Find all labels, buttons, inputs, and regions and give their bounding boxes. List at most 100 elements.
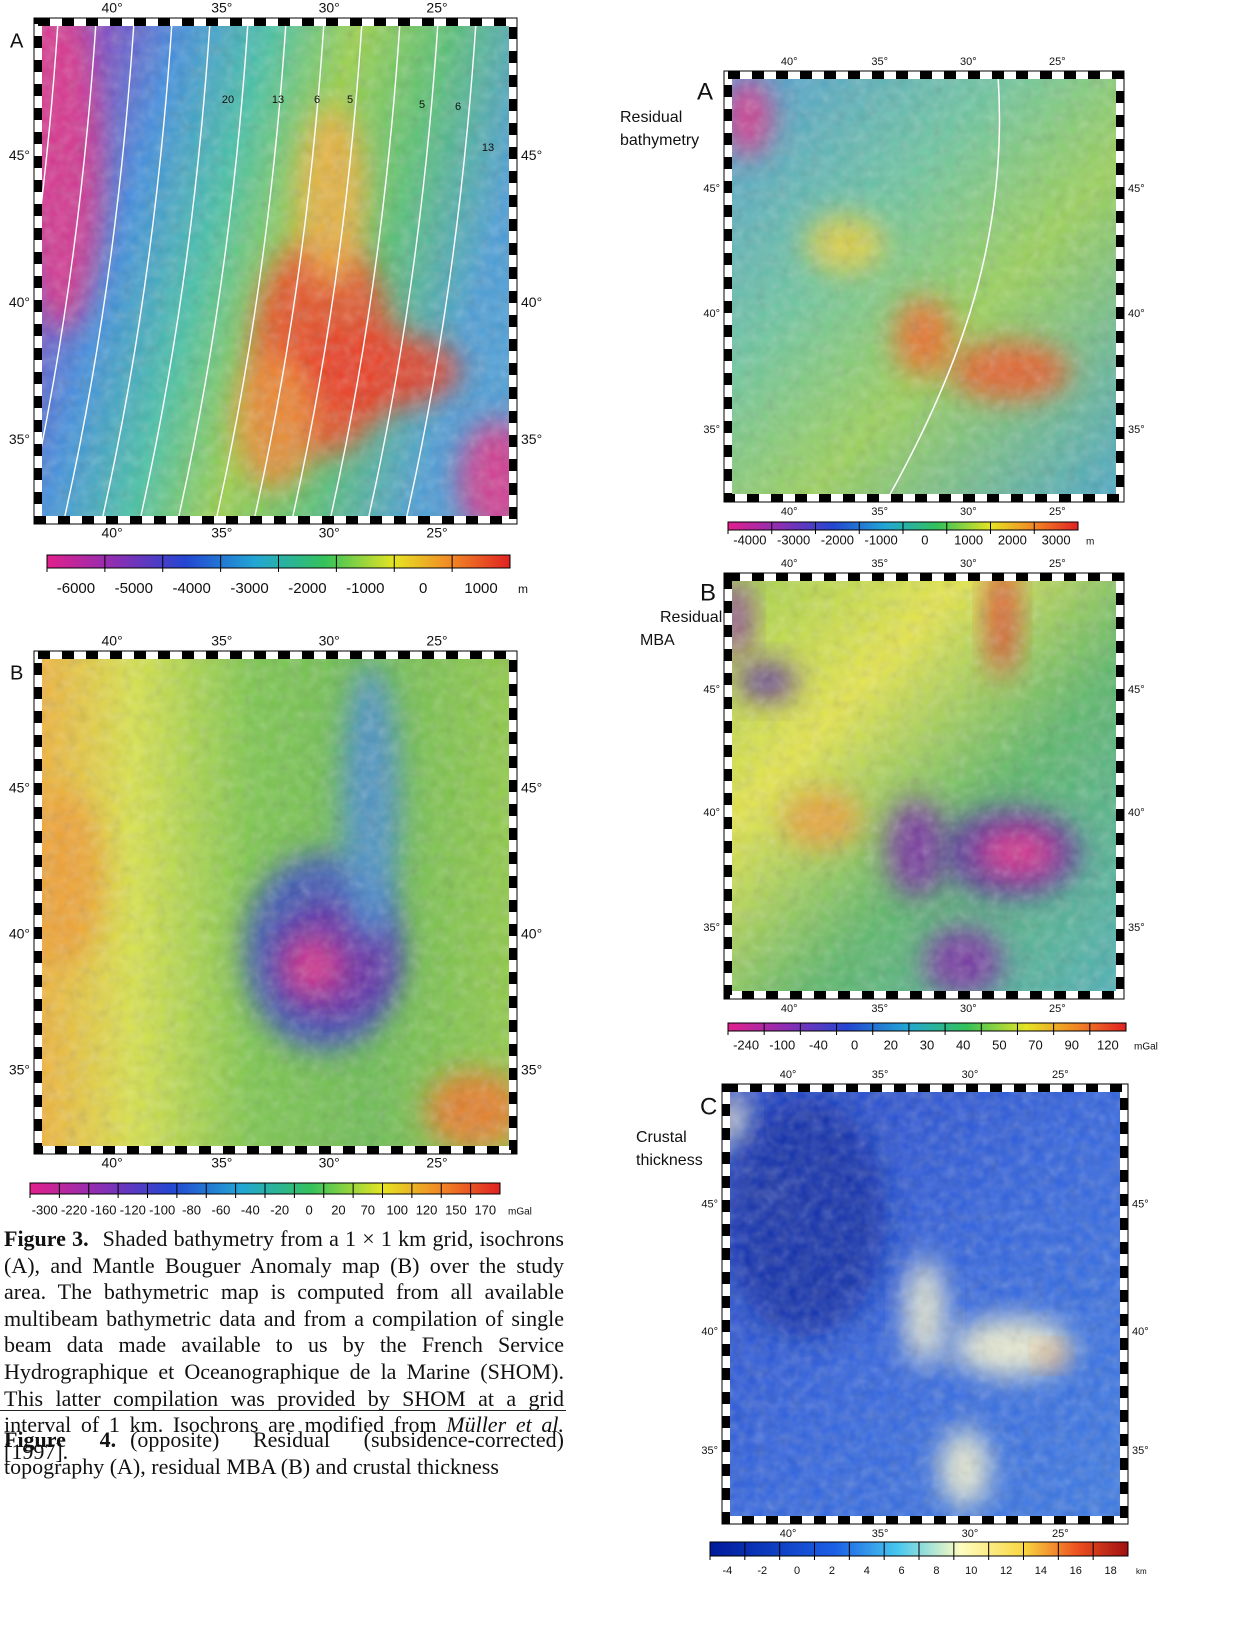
colorbar-label: 70	[1028, 1037, 1042, 1052]
lon-label: 30°	[960, 56, 977, 68]
lat-label: 35°	[703, 922, 720, 934]
lon-label: 30°	[962, 1069, 979, 1081]
lat-label: 40°	[9, 294, 30, 310]
lat-label: 35°	[9, 431, 30, 447]
colorbar-label: -2	[757, 1565, 767, 1577]
colorbar-label: -220	[61, 1202, 87, 1217]
map-border	[33, 650, 518, 1155]
colorbar-unit: m	[518, 582, 528, 596]
lat-label: 35°	[1128, 424, 1145, 436]
lat-label: 40°	[701, 1326, 718, 1338]
map-border	[721, 1083, 1129, 1525]
lat-label: 40°	[1132, 1326, 1149, 1338]
colorbar-label: -3000	[230, 580, 268, 597]
colorbar-label: 150	[445, 1202, 467, 1217]
lat-label: 40°	[1128, 807, 1145, 819]
colorbar-label: -1000	[346, 580, 384, 597]
lon-label: 35°	[211, 0, 232, 16]
isochron	[291, 22, 363, 520]
figure-3-caption: Figure 3. Shaded bathymetry from a 1 × 1 …	[4, 1226, 564, 1465]
lon-label: 25°	[426, 0, 447, 16]
colorbar-label: 120	[1097, 1037, 1119, 1052]
caption-text: (opposite) Residual (subsidence-correcte…	[4, 1427, 564, 1479]
panel-letter: A	[10, 30, 24, 52]
map-frame-ticks	[724, 573, 1124, 999]
colorbar-label: -40	[809, 1037, 828, 1052]
colorbar-unit: mGal	[508, 1207, 532, 1218]
relief-shading	[38, 22, 513, 520]
isochron-label: 5	[419, 99, 425, 111]
colorbar-label: 120	[416, 1202, 438, 1217]
lon-label: 35°	[871, 506, 888, 518]
lat-label: 35°	[701, 1445, 718, 1457]
lon-label: 25°	[426, 1155, 447, 1171]
lon-label: 25°	[1052, 1528, 1069, 1540]
lon-label: 30°	[960, 1003, 977, 1015]
lat-label: 40°	[9, 925, 30, 941]
lon-label: 30°	[319, 0, 340, 16]
lat-label: 35°	[1132, 1445, 1149, 1457]
lon-label: 35°	[871, 1003, 888, 1015]
colorbar-unit: km	[1136, 1567, 1147, 1576]
colorbar-label: -240	[733, 1037, 759, 1052]
lat-label: 45°	[521, 779, 542, 795]
relief-shading	[726, 1088, 1124, 1520]
lat-label: 40°	[703, 807, 720, 819]
colorbar-label: 90	[1064, 1037, 1078, 1052]
panel-title: Residual	[660, 609, 722, 626]
lon-label: 40°	[781, 1003, 798, 1015]
lon-label: 40°	[781, 558, 798, 570]
panel-title: Residual	[620, 109, 682, 126]
lat-label: 45°	[1128, 684, 1145, 696]
isochron-label: 20	[222, 94, 234, 106]
colorbar-label: 30	[920, 1037, 934, 1052]
caption-label: Figure 3.	[4, 1226, 89, 1251]
colorbar-label: 10	[965, 1565, 977, 1577]
lon-label: 35°	[211, 1155, 232, 1171]
figure-4-caption: Figure 4. (opposite) Residual (subsidence…	[4, 1427, 564, 1480]
lon-label: 40°	[102, 0, 123, 16]
panel-title: thickness	[636, 1152, 703, 1169]
colorbar-label: -4000	[733, 532, 766, 547]
relief-shading	[38, 655, 513, 1150]
colorbar-label: -100	[149, 1202, 175, 1217]
lon-label: 35°	[211, 525, 232, 541]
lat-label: 45°	[9, 779, 30, 795]
isochron	[405, 22, 477, 520]
colorbar-label: -3000	[777, 532, 810, 547]
lat-label: 40°	[521, 294, 542, 310]
colorbar-label: 40	[956, 1037, 970, 1052]
lon-label: 40°	[781, 506, 798, 518]
lon-label: 35°	[211, 633, 232, 649]
lon-label: 40°	[102, 633, 123, 649]
isochron-label: 5	[347, 94, 353, 106]
colorbar-unit: m	[1086, 537, 1094, 548]
colorbar-label: -120	[120, 1202, 146, 1217]
colorbar-label: 12	[1000, 1565, 1012, 1577]
panel-title: bathymetry	[620, 132, 699, 149]
colorbar-label: -4000	[173, 580, 211, 597]
map-border	[33, 17, 518, 525]
colorbar-label: 8	[933, 1565, 939, 1577]
map	[38, 22, 513, 520]
isochron-label: 13	[482, 142, 494, 154]
colorbar-label: -20	[270, 1202, 289, 1217]
panel-letter: C	[700, 1093, 717, 1120]
colorbar-label: -2000	[288, 580, 326, 597]
colorbar-label: 2000	[998, 532, 1027, 547]
lon-label: 30°	[960, 506, 977, 518]
colorbar	[727, 1022, 1127, 1032]
colorbar-label: -40	[241, 1202, 260, 1217]
isochron	[177, 22, 249, 520]
map-frame-ticks	[724, 71, 1124, 502]
lon-label: 40°	[102, 1155, 123, 1171]
lat-label: 45°	[1132, 1199, 1149, 1211]
isochron	[215, 22, 287, 520]
colorbar-unit: mGal	[1134, 1042, 1158, 1053]
lat-label: 35°	[521, 431, 542, 447]
panel-title: MBA	[640, 632, 675, 649]
lat-label: 35°	[703, 424, 720, 436]
isochron	[329, 22, 401, 520]
lon-label: 30°	[319, 525, 340, 541]
lat-label: 40°	[521, 925, 542, 941]
